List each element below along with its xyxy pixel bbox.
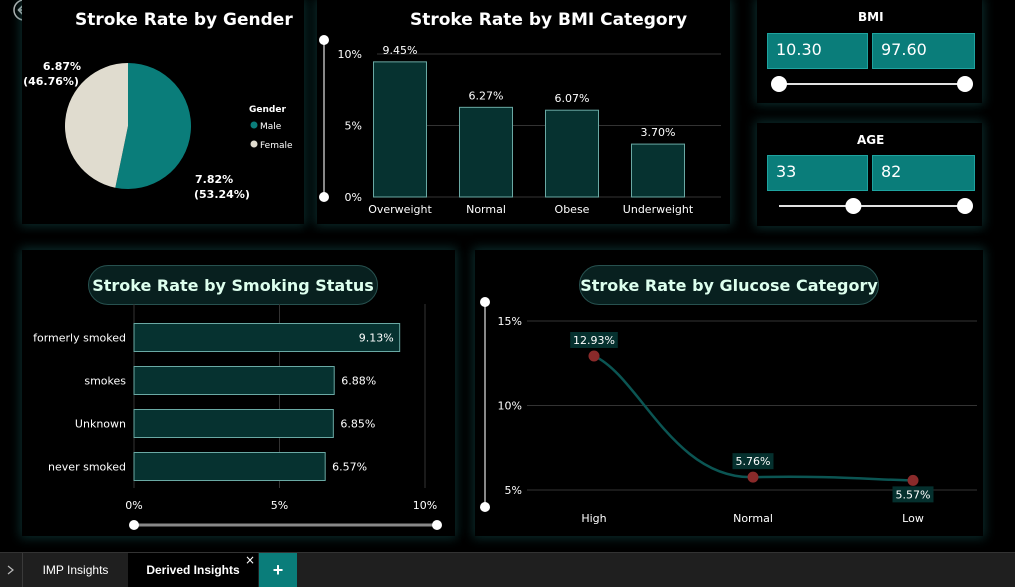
bmi-scroll-handle-bottom[interactable] (319, 192, 329, 202)
play-right-icon (7, 565, 14, 575)
smoking-x-tick-label: 5% (271, 499, 288, 512)
tab-derived-insights[interactable]: Derived Insights (128, 553, 258, 587)
age-max-input[interactable]: 82 (872, 155, 975, 191)
glucose-series-line (593, 354, 914, 482)
bmi-y-tick-label: 0% (345, 191, 362, 204)
glucose-data-label: 5.57% (896, 488, 931, 501)
smoking-scroll-handle-right[interactable] (432, 520, 442, 530)
bmi-bar[interactable] (373, 61, 427, 198)
bmi-category-label: Underweight (623, 203, 694, 216)
bmi-bar-value-label: 3.70% (641, 126, 676, 139)
female-value-label: 6.87% (43, 60, 81, 73)
tab-imp-insights[interactable]: IMP Insights (42, 563, 109, 577)
glucose-data-label: 5.76% (736, 455, 771, 468)
glucose-y-tick-label: 15% (498, 315, 522, 328)
glucose-data-point[interactable] (907, 474, 919, 486)
glucose-data-point[interactable] (588, 350, 600, 362)
smoking-category-label: smokes (84, 375, 126, 388)
age-slicer-panel: AGE 33 82 (757, 123, 982, 226)
glucose-line-chart: 5% 10% 15% 12.93% High 5.76% Normal 5.57% Low (480, 297, 977, 525)
male-share-label: (53.24%) (194, 188, 250, 201)
bmi-slicer-panel: BMI 10.30 97.60 (757, 0, 982, 103)
slider-high-handle[interactable] (957, 76, 973, 92)
pie-slice-female[interactable] (64, 63, 128, 188)
tab-nav-arrow[interactable] (0, 553, 22, 587)
smoking-panel: Stroke Rate by Smoking Status 0% 5% 10% for… (22, 250, 455, 536)
male-value-label: 7.82% (195, 173, 233, 186)
bmi-category-label: Normal (466, 203, 506, 216)
glucose-scroll-handle-top[interactable] (480, 297, 490, 307)
legend-male-marker (250, 121, 258, 129)
bmi-panel-title: Stroke Rate by BMI Category (410, 10, 688, 30)
smoking-bar-value-label: 9.13% (359, 332, 394, 345)
bmi-max-input[interactable]: 97.60 (872, 33, 975, 69)
glucose-panel-title: Stroke Rate by Glucose Category (579, 265, 879, 305)
glucose-data-label-bg (892, 486, 934, 503)
smoking-x-tick-label: 0% (125, 499, 142, 512)
bmi-slicer-label: BMI (858, 10, 884, 24)
pie-slice-male[interactable] (115, 63, 191, 189)
age-min-input[interactable]: 33 (767, 155, 868, 191)
bmi-y-tick-label: 10% (338, 48, 362, 61)
slider-low-handle[interactable] (771, 76, 787, 92)
legend-female-marker (250, 140, 258, 148)
tab-separator (22, 553, 23, 587)
bmi-min-input[interactable]: 10.30 (767, 33, 868, 69)
smoking-bar-chart: 0% 5% 10% formerly smoked 9.13% smokes 6.88% Un… (33, 304, 442, 530)
glucose-data-label: 12.93% (573, 334, 615, 347)
smoking-bar-value-label: 6.57% (332, 461, 367, 474)
bmi-bar[interactable] (459, 106, 513, 198)
smoking-x-tick-label: 10% (413, 499, 437, 512)
slider-low-handle[interactable] (845, 198, 862, 214)
bmi-bar-value-label: 6.07% (555, 92, 590, 105)
legend-male-label[interactable]: Male (260, 122, 282, 132)
age-slicer-label: AGE (857, 133, 885, 147)
bmi-bar-value-label: 9.45% (383, 44, 418, 57)
gender-panel: Stroke Rate by Gender 6.87% (46.76%) 7.8… (22, 0, 304, 224)
smoking-bar[interactable] (133, 323, 401, 352)
bmi-bar-chart: 0% 5% 10% 9.45% Overweight 6.27% Normal 6.07% Ob… (319, 35, 721, 216)
smoking-category-label: never smoked (48, 461, 126, 474)
smoking-category-label: formerly smoked (33, 332, 126, 345)
glucose-category-label: Low (902, 512, 924, 525)
smoking-bar-value-label: 6.85% (340, 418, 375, 431)
bmi-bar[interactable] (545, 109, 599, 198)
smoking-bar[interactable] (133, 452, 326, 481)
smoking-scroll-handle-left[interactable] (129, 520, 139, 530)
bmi-y-tick-label: 5% (345, 120, 362, 133)
bmi-category-label: Overweight (368, 203, 432, 216)
bmi-bar-value-label: 6.27% (469, 89, 504, 102)
female-share-label: (46.76%) (23, 75, 79, 88)
glucose-scroll-handle-bottom[interactable] (480, 502, 490, 512)
add-page-button[interactable]: + (259, 553, 297, 587)
glucose-y-tick-label: 10% (498, 400, 522, 413)
glucose-category-label: Normal (733, 512, 773, 525)
bmi-panel: Stroke Rate by BMI Category 0% 5% 10% 9.45%… (317, 0, 730, 224)
smoking-bar[interactable] (133, 409, 334, 438)
smoking-category-label: Unknown (75, 418, 126, 431)
smoking-bar[interactable] (133, 366, 335, 395)
glucose-y-tick-label: 5% (505, 484, 522, 497)
page-tab-bar: IMP Insights Derived Insights × + (0, 552, 1015, 587)
bmi-category-label: Obese (555, 203, 590, 216)
slider-high-handle[interactable] (957, 198, 973, 214)
glucose-data-label-bg (732, 453, 774, 470)
tab-derived-insights-label: Derived Insights (146, 563, 240, 577)
tab-close-icon[interactable]: × (245, 553, 256, 567)
glucose-data-label-bg (570, 331, 618, 348)
glucose-category-label: High (581, 512, 606, 525)
legend-female-label[interactable]: Female (260, 141, 293, 151)
glucose-panel: Stroke Rate by Glucose Category 5% 10% 15%… (475, 250, 983, 536)
bmi-scroll-handle-top[interactable] (319, 35, 329, 45)
gender-panel-title: Stroke Rate by Gender (75, 10, 293, 30)
bmi-bar[interactable] (631, 143, 685, 198)
bmi-range-slider[interactable] (757, 70, 982, 100)
smoking-bar-value-label: 6.88% (341, 375, 376, 388)
age-range-slider[interactable] (757, 192, 982, 222)
smoking-panel-title: Stroke Rate by Smoking Status (88, 265, 378, 305)
glucose-data-point[interactable] (747, 471, 759, 483)
gender-pie-chart: 6.87% (46.76%) 7.82% (53.24%) Gender Mal… (23, 60, 293, 201)
add-page-label: + (272, 559, 284, 580)
gender-legend-title: Gender (249, 105, 286, 115)
